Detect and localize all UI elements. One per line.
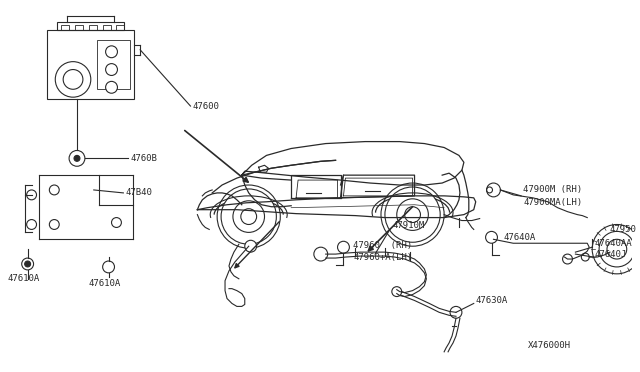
Circle shape [486, 183, 500, 197]
Circle shape [63, 70, 83, 89]
Circle shape [581, 253, 589, 261]
Circle shape [233, 201, 264, 232]
Circle shape [607, 239, 627, 259]
Circle shape [25, 261, 31, 267]
Circle shape [314, 247, 328, 261]
Circle shape [337, 241, 349, 253]
Circle shape [244, 240, 257, 252]
Circle shape [55, 62, 91, 97]
Circle shape [385, 187, 440, 242]
Circle shape [599, 231, 635, 267]
Circle shape [397, 199, 428, 230]
Circle shape [221, 189, 276, 244]
Text: 47B40: 47B40 [125, 188, 152, 198]
Text: 47960+A(LH): 47960+A(LH) [353, 253, 412, 262]
Text: 47900M (RH): 47900M (RH) [523, 186, 582, 195]
Circle shape [486, 231, 497, 243]
Text: 47950: 47950 [610, 225, 637, 234]
Circle shape [106, 46, 118, 58]
Circle shape [450, 307, 462, 318]
Circle shape [592, 224, 640, 274]
Text: 47900MA(LH): 47900MA(LH) [523, 198, 582, 207]
Text: 47630A: 47630A [476, 296, 508, 305]
Text: 47610A: 47610A [89, 279, 121, 288]
Text: 47640J: 47640J [594, 250, 627, 259]
Circle shape [106, 81, 118, 93]
Text: 47640A: 47640A [503, 233, 536, 242]
Circle shape [563, 254, 572, 264]
Text: 47600: 47600 [193, 102, 220, 110]
Circle shape [74, 155, 80, 161]
Circle shape [241, 209, 257, 224]
Circle shape [392, 287, 402, 296]
Text: 47910M: 47910M [393, 221, 425, 230]
Circle shape [106, 64, 118, 76]
Circle shape [404, 207, 420, 222]
Text: 47610A: 47610A [8, 274, 40, 283]
Text: 47960  (RH): 47960 (RH) [353, 241, 412, 250]
Text: X476000H: X476000H [528, 341, 571, 350]
Text: 4760B: 4760B [131, 154, 157, 163]
Text: 47640AA: 47640AA [594, 239, 632, 248]
Circle shape [69, 150, 85, 166]
